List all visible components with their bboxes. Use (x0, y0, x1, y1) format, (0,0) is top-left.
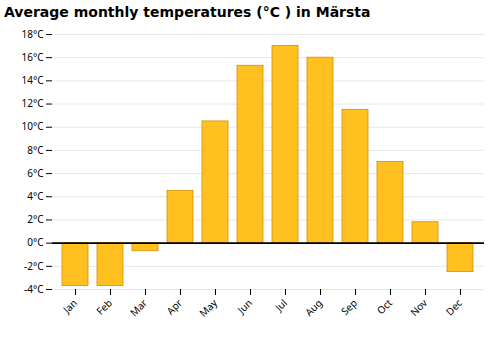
svg-text:Feb: Feb (93, 296, 115, 318)
html-text:Average monthly temperatures (: Average monthly temperatures (°C ) in Mä… (4, 4, 371, 20)
svg-text:Jul: Jul (271, 296, 290, 315)
svg-text:Jun: Jun (234, 296, 255, 317)
svg-text:8°C: 8°C (27, 143, 44, 157)
svg-text:4°C: 4°C (27, 189, 44, 203)
svg-text:Aug: Aug (302, 296, 325, 319)
svg-text:Nov: Nov (407, 295, 431, 319)
svg-text:18°C: 18°C (21, 27, 44, 41)
svg-text:-4°C: -4°C (24, 282, 44, 296)
svg-text:Sep: Sep (338, 296, 360, 318)
svg-text:Oct: Oct (374, 296, 396, 318)
svg-text:10°C: 10°C (21, 119, 44, 133)
svg-text:May: May (196, 295, 221, 320)
svg-text:14°C: 14°C (21, 73, 44, 87)
svg-text:0°C: 0°C (27, 235, 44, 249)
svg-text:Mar: Mar (127, 296, 150, 319)
svg-text:Apr: Apr (163, 296, 185, 318)
svg-text:6°C: 6°C (27, 166, 44, 180)
svg-text:2°C: 2°C (27, 212, 44, 226)
svg-text:Jan: Jan (59, 296, 80, 317)
svg-text:12°C: 12°C (21, 96, 44, 110)
svg-text:16°C: 16°C (21, 50, 44, 64)
svg-text:Dec: Dec (442, 296, 465, 319)
svg-text:-2°C: -2°C (24, 259, 44, 273)
